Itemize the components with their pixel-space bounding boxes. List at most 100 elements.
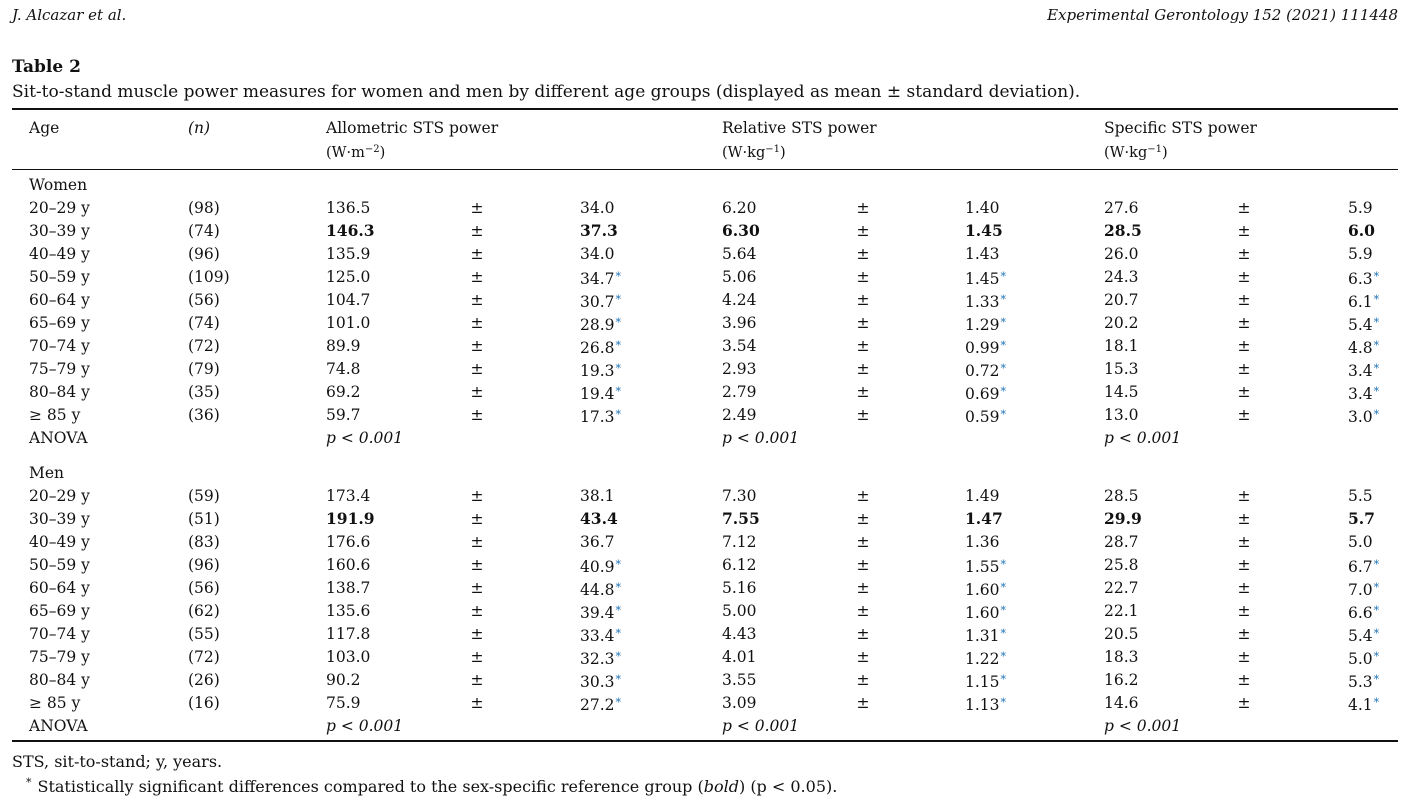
row-age: 50–59 y	[29, 268, 90, 286]
table-header-rule	[12, 169, 1398, 170]
column-header-specific: Specific STS power	[1104, 119, 1257, 137]
significance-marker: *	[1373, 650, 1380, 663]
plus-minus: ±	[856, 533, 870, 551]
allometric-mean: 59.7	[326, 406, 361, 424]
plus-minus: ±	[470, 648, 484, 666]
plus-minus: ±	[1237, 360, 1251, 378]
relative-sd: 1.40	[965, 199, 1000, 217]
relative-sd: 1.60*	[965, 579, 1006, 599]
row-age: 75–79 y	[29, 648, 90, 666]
plus-minus: ±	[470, 510, 484, 528]
significance-marker: *	[1000, 581, 1007, 594]
allometric-mean: 138.7	[326, 579, 371, 597]
relative-sd-value: 1.33	[965, 293, 1000, 311]
significance-marker: *	[1000, 339, 1007, 352]
row-n: (55)	[188, 625, 220, 643]
specific-sd-value: 5.0	[1348, 650, 1373, 668]
relative-sd: 1.43	[965, 245, 1000, 263]
specific-sd: 5.0	[1348, 533, 1373, 551]
allometric-mean: 69.2	[326, 383, 361, 401]
relative-mean: 6.30	[722, 221, 760, 240]
relative-mean: 5.00	[722, 602, 757, 620]
allometric-sd: 19.4*	[580, 383, 621, 403]
allometric-sd-value: 32.3	[580, 650, 615, 668]
relative-mean: 2.79	[722, 383, 757, 401]
significance-marker: *	[615, 604, 622, 617]
specific-sd: 5.9	[1348, 245, 1373, 263]
relative-sd-value: 1.15	[965, 673, 1000, 691]
allometric-mean: 125.0	[326, 268, 371, 286]
column-header-age: Age	[29, 119, 60, 137]
significance-marker: *	[615, 339, 622, 352]
plus-minus: ±	[470, 360, 484, 378]
plus-minus: ±	[1237, 245, 1251, 263]
relative-mean: 4.24	[722, 291, 757, 309]
row-age: 40–49 y	[29, 533, 90, 551]
specific-sd: 6.6*	[1348, 602, 1379, 622]
specific-mean: 28.7	[1104, 533, 1139, 551]
row-n: (98)	[188, 199, 220, 217]
significance-marker: *	[615, 270, 622, 283]
row-n: (96)	[188, 556, 220, 574]
specific-sd-value: 4.8	[1348, 339, 1373, 357]
specific-sd-value: 5.3	[1348, 673, 1373, 691]
row-n: (72)	[188, 337, 220, 355]
relative-sd-value: 0.99	[965, 339, 1000, 357]
relative-mean: 3.54	[722, 337, 757, 355]
significance-marker: *	[615, 581, 622, 594]
plus-minus: ±	[1237, 291, 1251, 309]
plus-minus: ±	[856, 602, 870, 620]
row-n: (74)	[188, 222, 220, 240]
significance-marker: *	[615, 408, 622, 421]
specific-sd: 4.8*	[1348, 337, 1379, 357]
specific-sd-value: 4.1	[1348, 696, 1373, 714]
plus-minus: ±	[470, 291, 484, 309]
relative-mean: 4.43	[722, 625, 757, 643]
significance-marker: *	[1000, 316, 1007, 329]
allometric-sd-value: 39.4	[580, 604, 615, 622]
specific-sd: 3.0*	[1348, 406, 1379, 426]
allometric-mean: 135.9	[326, 245, 371, 263]
row-age: 20–29 y	[29, 199, 90, 217]
row-age: 70–74 y	[29, 625, 90, 643]
specific-sd: 5.4*	[1348, 314, 1379, 334]
plus-minus: ±	[856, 671, 870, 689]
allometric-sd-value: 27.2	[580, 696, 615, 714]
relative-sd: 1.33*	[965, 291, 1006, 311]
group-heading: Women	[29, 176, 88, 194]
table-caption: Sit-to-stand muscle power measures for w…	[12, 82, 1081, 102]
specific-mean: 20.7	[1104, 291, 1139, 309]
significance-marker: *	[1373, 558, 1380, 571]
allometric-sd: 27.2*	[580, 694, 621, 714]
significance-marker: *	[1373, 270, 1380, 283]
plus-minus: ±	[1237, 579, 1251, 597]
specific-sd: 6.0	[1348, 221, 1375, 240]
significance-marker: *	[1000, 627, 1007, 640]
relative-mean: 5.64	[722, 245, 757, 263]
plus-minus: ±	[1237, 533, 1251, 551]
relative-sd-value: 0.69	[965, 385, 1000, 403]
allometric-sd: 36.7	[580, 533, 615, 551]
row-n: (83)	[188, 533, 220, 551]
significance-marker: *	[1000, 385, 1007, 398]
significance-marker: *	[615, 673, 622, 686]
specific-mean: 18.3	[1104, 648, 1139, 666]
specific-mean: 14.5	[1104, 383, 1139, 401]
allometric-mean: 135.6	[326, 602, 371, 620]
row-n: (16)	[188, 694, 220, 712]
specific-mean: 28.5	[1104, 221, 1142, 240]
specific-mean: 22.7	[1104, 579, 1139, 597]
specific-sd-value: 3.4	[1348, 362, 1373, 380]
row-n: (96)	[188, 245, 220, 263]
plus-minus: ±	[856, 360, 870, 378]
row-n: (36)	[188, 406, 220, 424]
allometric-mean: 103.0	[326, 648, 371, 666]
specific-sd: 5.7	[1348, 509, 1375, 528]
plus-minus: ±	[856, 579, 870, 597]
specific-sd: 4.1*	[1348, 694, 1379, 714]
plus-minus: ±	[856, 199, 870, 217]
significance-marker: *	[1000, 362, 1007, 375]
running-head-journal: Experimental Gerontology 152 (2021) 1114…	[1047, 6, 1398, 24]
specific-sd: 3.4*	[1348, 360, 1379, 380]
plus-minus: ±	[1237, 406, 1251, 424]
